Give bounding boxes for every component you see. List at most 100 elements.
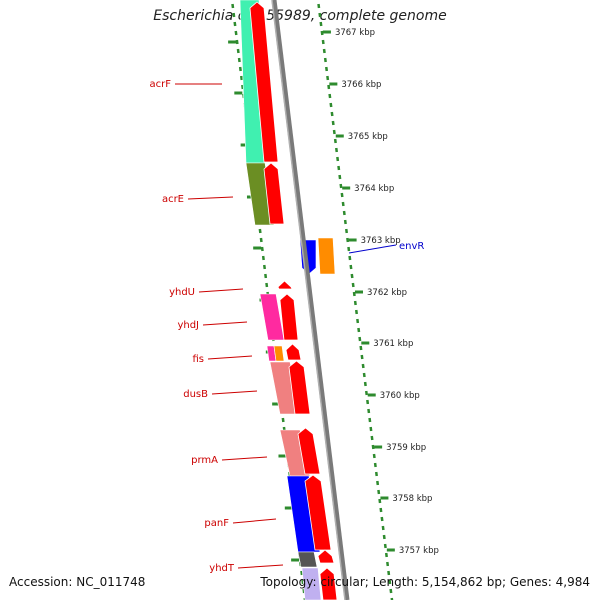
gene-labels: acrF acrE yhdU yhdJ fis dusB prmA panF yhdT envR xyxy=(150,79,425,574)
dusB-arrow xyxy=(288,360,311,415)
yhdJ-arrow xyxy=(279,293,299,341)
gene-label-yhdJ: yhdJ xyxy=(177,320,199,331)
acrE-arrow xyxy=(263,162,285,225)
ruler-dash xyxy=(353,300,357,306)
ruler-dash xyxy=(376,480,380,486)
genome-backbone xyxy=(271,0,350,600)
lower-block xyxy=(301,567,322,600)
genome-backbone-highlight xyxy=(271,0,346,600)
map-title: Escherichia coli 55989, complete genome xyxy=(153,8,447,24)
ruler-dash xyxy=(241,84,245,90)
ruler-dash xyxy=(347,246,351,252)
ruler-dash xyxy=(352,291,356,297)
ruler-dash xyxy=(390,597,394,600)
ruler-tick-label: 3761 kbp xyxy=(373,339,413,349)
ruler-dash xyxy=(388,579,392,585)
ruler-tick-label: 3758 kbp xyxy=(392,494,432,504)
prmA-arrow xyxy=(297,427,321,475)
ruler-dash xyxy=(233,21,237,27)
ruler-dash xyxy=(379,507,383,513)
ruler-dash xyxy=(333,138,337,144)
gene-label-envR: envR xyxy=(399,241,424,252)
gene-label-dusB: dusB xyxy=(183,389,208,400)
ruler-tick-label: 3760 kbp xyxy=(380,391,420,401)
ruler-dash xyxy=(382,534,386,540)
accession-text: Accession: NC_011748 xyxy=(9,575,146,589)
ruler-dash xyxy=(320,30,324,36)
ruler-tick-label: 3766 kbp xyxy=(341,80,381,90)
ruler-dash xyxy=(386,561,390,567)
ruler-right xyxy=(317,3,394,600)
yhdU-arrow xyxy=(277,280,293,290)
ruler-dash xyxy=(238,66,242,72)
ruler-dash xyxy=(301,579,305,585)
ruler-dash xyxy=(366,399,370,405)
ruler-dash xyxy=(342,210,346,216)
ruler-dash xyxy=(374,471,378,477)
ruler-dash xyxy=(383,543,387,549)
ruler-dash xyxy=(350,273,354,279)
ruler-dash xyxy=(369,426,373,432)
ruler-dash xyxy=(232,12,236,18)
ruler-dash xyxy=(368,417,372,423)
ruler-dash xyxy=(300,570,304,576)
ruler-dash xyxy=(263,264,266,270)
ruler-dash xyxy=(361,363,365,369)
ruler-dash xyxy=(362,372,366,378)
ruler-dash xyxy=(281,417,285,423)
gene-label-yhdT: yhdT xyxy=(209,563,235,574)
ruler-dash xyxy=(261,255,265,261)
ruler-dash xyxy=(351,282,355,288)
ruler-dash xyxy=(381,525,385,531)
gene-leader-line xyxy=(202,321,248,326)
ruler-dash xyxy=(359,345,363,351)
gene-label-yhdU: yhdU xyxy=(169,287,195,298)
gene-leader-line xyxy=(198,288,244,293)
ruler-dash xyxy=(236,48,240,54)
ruler-dash xyxy=(378,498,382,504)
ruler-dash xyxy=(372,453,376,459)
lower-arrow xyxy=(319,567,338,600)
ruler-dash xyxy=(322,48,326,54)
ruler-dash xyxy=(332,129,336,135)
ruler-dash xyxy=(363,381,367,387)
ruler-dash xyxy=(367,408,371,414)
ruler-tick-label: 3763 kbp xyxy=(361,236,401,246)
forward-arrows xyxy=(249,1,338,600)
ruler-dash xyxy=(329,102,333,108)
envR-block xyxy=(317,237,336,275)
ruler-dash xyxy=(345,228,348,234)
ruler-dash xyxy=(326,75,330,81)
ruler-dash xyxy=(346,237,350,243)
ruler-dash xyxy=(319,21,323,27)
ruler-dash xyxy=(343,219,347,225)
ruler-dash xyxy=(356,318,360,324)
yhdT-block xyxy=(297,551,318,568)
gene-label-acrE: acrE xyxy=(162,194,184,205)
ruler-dash xyxy=(258,228,262,234)
ruler-dash xyxy=(323,57,327,63)
fis-arrow xyxy=(285,343,302,361)
ruler-dash xyxy=(338,174,342,180)
ruler-tick-label: 3762 kbp xyxy=(367,288,407,298)
gene-label-fis: fis xyxy=(192,354,204,365)
gene-leader-line xyxy=(207,355,253,360)
ruler-dash xyxy=(336,156,340,162)
ruler-dash xyxy=(317,3,321,9)
ruler-dash xyxy=(231,3,235,9)
gene-label-panF: panF xyxy=(204,518,229,529)
ruler-dash xyxy=(321,39,325,45)
ruler-tick-label: 3767 kbp xyxy=(335,28,375,38)
ruler-dash xyxy=(349,264,353,270)
ruler-dash xyxy=(371,444,375,450)
ruler-dash xyxy=(389,588,393,594)
gene-leader-line xyxy=(211,390,258,395)
ruler-dash xyxy=(357,327,361,333)
ruler-dash xyxy=(341,201,345,207)
ruler-dash xyxy=(265,282,269,288)
gene-label-acrF: acrF xyxy=(150,79,172,90)
ruler-dash xyxy=(380,516,384,522)
gene-leader-line xyxy=(187,196,234,200)
ruler-dash xyxy=(260,246,264,252)
